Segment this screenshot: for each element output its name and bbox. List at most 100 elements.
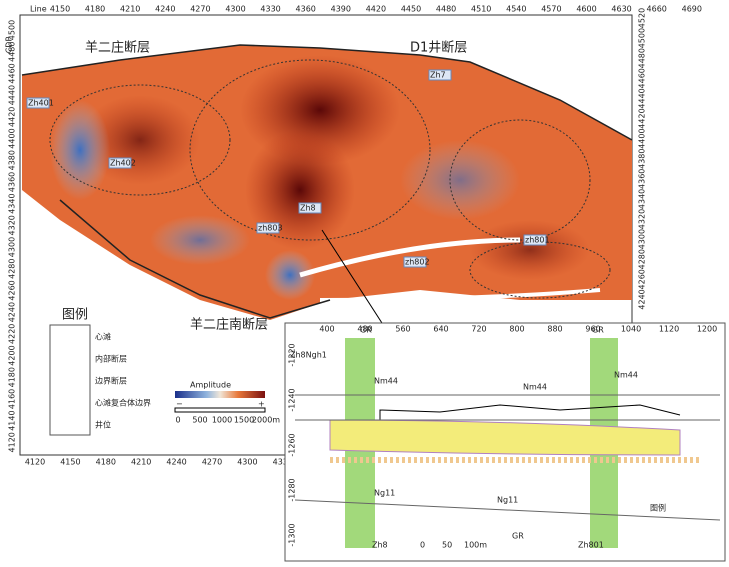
legend-title: 图例	[62, 308, 88, 323]
horizon-label: Nm44	[374, 377, 398, 386]
well-label-box	[298, 202, 322, 214]
y-tick-left: 4460	[8, 63, 17, 83]
section-x-tick: 560	[395, 325, 410, 334]
horizon-label: Nm44	[523, 383, 547, 392]
track-label: GR	[360, 326, 372, 335]
x-tick-top: 4480	[436, 5, 456, 14]
legend-item: 边界断层	[95, 376, 127, 386]
section-y-tick: -1300	[288, 523, 297, 546]
y-tick-left: 4420	[8, 107, 17, 127]
y-tick-left: 4220	[8, 324, 17, 344]
y-tick-right: 4480	[638, 48, 647, 68]
y-tick-right: 4440	[638, 88, 647, 108]
section-legend-title: 图例	[650, 503, 666, 513]
axis-label: Line	[30, 5, 47, 14]
section-x-tick: 1040	[621, 325, 641, 334]
colorbar-min: −	[176, 400, 183, 409]
gr-label: GR	[512, 532, 524, 541]
x-tick-top: 4150	[50, 5, 70, 14]
section-x-tick: 1200	[697, 325, 717, 334]
scale-label: 500	[192, 416, 207, 425]
section-x-tick: 400	[319, 325, 334, 334]
x-tick-top: 4420	[366, 5, 386, 14]
y-tick-left: 4200	[8, 345, 17, 365]
y-tick-right: 4520	[638, 8, 647, 28]
y-tick-left: 4280	[8, 259, 17, 279]
x-tick-top: 4390	[331, 5, 351, 14]
section-x-tick: 1120	[659, 325, 679, 334]
well-label: Zh401	[28, 99, 54, 108]
section-y-tick: -1220	[288, 343, 297, 366]
x-tick-top: 4300	[225, 5, 245, 14]
scale-label: 0	[175, 416, 180, 425]
fault-label: D1井断层	[410, 41, 467, 56]
x-tick-top: 4690	[682, 5, 702, 14]
x-tick-bottom: 4330	[273, 458, 293, 467]
y-tick-right: 4340	[638, 189, 647, 209]
x-tick-top: 4210	[120, 5, 140, 14]
x-tick-top: 4510	[471, 5, 491, 14]
scale-label: 1500	[234, 416, 254, 425]
section-x-tick: 960	[585, 325, 600, 334]
y-tick-left: 4320	[8, 215, 17, 235]
y-tick-right: 4300	[638, 229, 647, 249]
legend-item: 内部断层	[95, 354, 127, 364]
x-tick-bottom: 4240	[166, 458, 186, 467]
section-scale-label: 100m	[464, 541, 487, 550]
x-tick-top: 4660	[647, 5, 667, 14]
y-tick-left: 4340	[8, 193, 17, 213]
y-tick-left: 4500	[8, 20, 17, 40]
horizon-label: Ng11	[497, 496, 518, 505]
track-label: GR	[592, 326, 604, 335]
section-y-tick: -1240	[288, 388, 297, 411]
section-scale-label: 50	[442, 541, 452, 550]
section-x-tick: 800	[509, 325, 524, 334]
x-tick-bottom: 4300	[237, 458, 257, 467]
fault-label: 羊二庄断层	[85, 40, 150, 56]
x-tick-bottom: 4150	[60, 458, 80, 467]
colorbar-max: +	[258, 400, 265, 409]
section-scale-label: 0	[420, 541, 425, 550]
x-tick-top: 4600	[576, 5, 596, 14]
y-tick-right: 4380	[638, 149, 647, 169]
well-label-box	[403, 256, 427, 268]
y-tick-left: 4160	[8, 389, 17, 409]
section-x-tick: 480	[357, 325, 372, 334]
y-tick-right: 4240	[638, 289, 647, 309]
well-label-box	[523, 234, 547, 246]
x-tick-top: 4540	[506, 5, 526, 14]
axis-label: CDP	[5, 37, 14, 54]
well-label: zh801	[525, 236, 550, 245]
well-label: Zh8	[300, 204, 316, 213]
y-tick-right: 4260	[638, 269, 647, 289]
x-tick-top: 4570	[541, 5, 561, 14]
well-label-box	[256, 222, 280, 234]
y-tick-left: 4400	[8, 128, 17, 148]
legend-item: 心滩	[95, 332, 111, 342]
x-tick-top: 4360	[296, 5, 316, 14]
y-tick-left: 4440	[8, 85, 17, 105]
y-tick-right: 4280	[638, 249, 647, 269]
section-y-tick: -1260	[288, 433, 297, 456]
well-label: zh803	[258, 224, 283, 233]
x-tick-top: 4450	[401, 5, 421, 14]
well-label: Zh7	[430, 71, 446, 80]
y-tick-left: 4300	[8, 237, 17, 257]
x-tick-bottom: 4270	[202, 458, 222, 467]
section-x-tick: 880	[547, 325, 562, 334]
x-tick-bottom: 4210	[131, 458, 151, 467]
x-tick-top: 4330	[260, 5, 280, 14]
well-label-box	[428, 69, 452, 81]
well-label-box	[26, 97, 50, 109]
legend-item: 井位	[95, 420, 111, 430]
well-label-box	[108, 157, 132, 169]
y-tick-right: 4420	[638, 108, 647, 128]
colorbar-title: Amplitude	[190, 381, 231, 390]
scale-label: 2000m	[252, 416, 280, 425]
y-tick-right: 4460	[638, 68, 647, 88]
y-tick-left: 4240	[8, 302, 17, 322]
legend-item: 心滩复合体边界	[95, 398, 151, 408]
x-tick-bottom: 4120	[25, 458, 45, 467]
well-label: Zh402	[110, 159, 136, 168]
